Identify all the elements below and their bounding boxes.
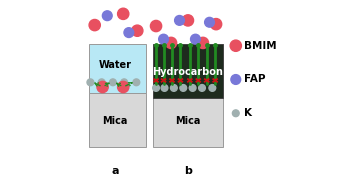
Bar	[153, 98, 223, 147]
Circle shape	[150, 20, 162, 32]
Bar	[89, 44, 146, 93]
Text: FAP: FAP	[244, 74, 266, 84]
Circle shape	[121, 79, 127, 86]
Text: Mica: Mica	[102, 116, 127, 126]
Circle shape	[209, 84, 216, 91]
Circle shape	[197, 37, 209, 49]
Text: Mica: Mica	[175, 116, 201, 126]
Bar	[89, 93, 146, 147]
Circle shape	[159, 34, 168, 44]
Circle shape	[89, 19, 100, 31]
Circle shape	[153, 84, 159, 91]
Circle shape	[180, 84, 187, 91]
Text: b: b	[184, 167, 192, 176]
Circle shape	[132, 25, 143, 36]
Circle shape	[191, 34, 200, 44]
Circle shape	[98, 79, 105, 86]
Circle shape	[231, 75, 241, 84]
Circle shape	[109, 79, 116, 86]
Circle shape	[133, 79, 140, 86]
Text: K: K	[244, 108, 252, 118]
Text: Hydrocarbon: Hydrocarbon	[153, 67, 223, 77]
Text: a: a	[111, 167, 118, 176]
Circle shape	[189, 84, 196, 91]
Circle shape	[118, 81, 129, 93]
Circle shape	[199, 84, 205, 91]
Circle shape	[165, 37, 177, 49]
Circle shape	[102, 11, 112, 21]
Circle shape	[87, 79, 94, 86]
Circle shape	[230, 40, 241, 51]
Circle shape	[232, 110, 239, 117]
Circle shape	[174, 15, 185, 25]
Circle shape	[118, 8, 129, 19]
Circle shape	[124, 28, 134, 37]
Bar	[153, 44, 223, 98]
Circle shape	[205, 17, 214, 27]
Circle shape	[161, 84, 168, 91]
Text: BMIM: BMIM	[244, 41, 277, 51]
Circle shape	[182, 15, 194, 26]
Circle shape	[97, 81, 108, 93]
Circle shape	[210, 19, 222, 30]
Text: Water: Water	[98, 60, 131, 70]
Circle shape	[171, 84, 177, 91]
